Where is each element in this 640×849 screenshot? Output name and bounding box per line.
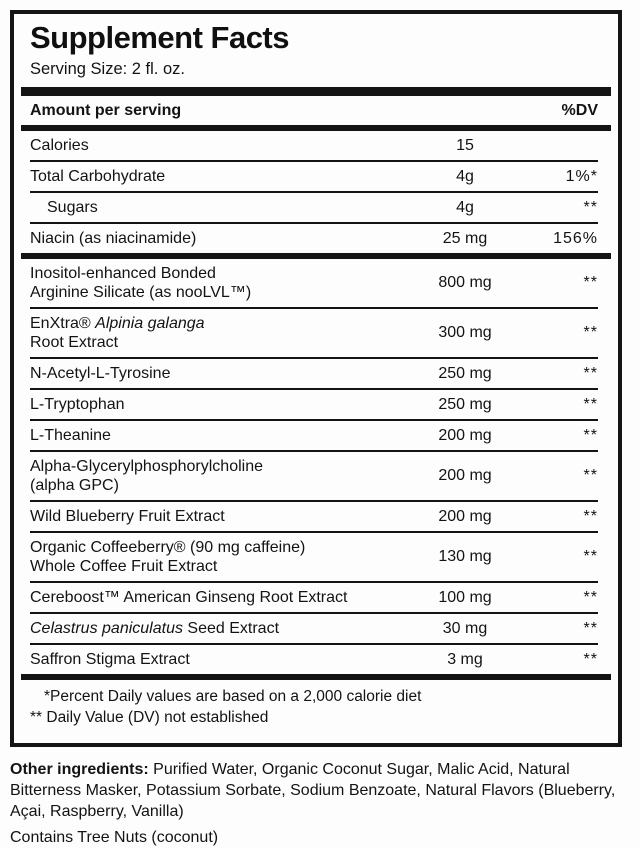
nutrient-row: Niacin (as niacinamide) 25 mg 156%: [30, 221, 598, 253]
contains-statement: Contains Tree Nuts (coconut): [10, 828, 219, 846]
divider-above-footnotes: [21, 673, 611, 680]
nutrient-row: Alpha-Glycerylphosphorylcholine (alpha GP…: [30, 449, 598, 500]
nutrient-dv: 156%: [553, 229, 598, 247]
nutrient-amount: 3 mg: [447, 650, 483, 668]
amount-per-serving-header: Amount per serving: [30, 101, 182, 119]
nutrient-amount: 30 mg: [442, 619, 488, 637]
nutrient-amount: 4g: [456, 198, 474, 216]
nutrient-dv: **: [583, 198, 598, 216]
nutrient-row: Cereboost™ American Ginseng Root Extract…: [30, 580, 598, 612]
nutrient-dv: **: [583, 548, 598, 566]
nutrient-rows-ingredients: Inositol-enhanced Bonded Arginine Silicat…: [30, 259, 598, 674]
footnotes: *Percent Daily values are based on a 2,0…: [30, 680, 598, 737]
other-ingredients: Other ingredients: Purified Water, Organ…: [10, 759, 634, 822]
nutrient-dv: **: [583, 588, 598, 606]
nutrient-amount: 25 mg: [442, 229, 488, 247]
dv-header: %DV: [561, 101, 598, 119]
nutrient-dv: **: [583, 619, 598, 637]
panel-title: Supplement Facts: [30, 20, 290, 55]
nutrient-name: L-Theanine: [30, 426, 111, 444]
nutrient-name: Celastrus paniculatus Seed Extract: [30, 619, 280, 637]
nutrient-amount: 200 mg: [438, 426, 492, 444]
footnote: ** Daily Value (DV) not established: [30, 708, 269, 726]
nutrient-name: Calories: [30, 136, 89, 154]
nutrient-name: Cereboost™ American Ginseng Root Extract: [30, 588, 348, 606]
footnote: *Percent Daily values are based on a 2,0…: [44, 687, 422, 705]
nutrient-amount: 200 mg: [438, 507, 492, 525]
nutrient-name: Organic Coffeeberry® (90 mg caffeine) Who…: [30, 538, 306, 575]
nutrient-amount: 200 mg: [438, 467, 492, 485]
nutrient-amount: 100 mg: [438, 588, 492, 606]
nutrient-name: EnXtra® Alpinia galanga Root Extract: [30, 314, 205, 351]
nutrient-row: L-Theanine 200 mg **: [30, 418, 598, 450]
nutrient-dv: **: [583, 426, 598, 444]
divider-thick-top: [21, 86, 611, 96]
nutrient-dv: 1%*: [565, 167, 598, 185]
nutrient-name: N-Acetyl-L-Tyrosine: [30, 364, 171, 382]
column-header-row: Amount per serving %DV: [30, 96, 598, 125]
nutrient-name: Inositol-enhanced Bonded Arginine Silicat…: [30, 264, 252, 301]
nutrient-dv: **: [583, 324, 598, 342]
nutrient-dv: **: [583, 274, 598, 292]
nutrient-row: Wild Blueberry Fruit Extract 200 mg **: [30, 499, 598, 531]
serving-size: Serving Size: 2 fl. oz.: [30, 59, 185, 78]
nutrient-name: L-Tryptophan: [30, 395, 125, 413]
nutrient-name: Alpha-Glycerylphosphorylcholine (alpha GP…: [30, 457, 264, 494]
nutrient-dv: **: [583, 395, 598, 413]
nutrient-row: Inositol-enhanced Bonded Arginine Silicat…: [30, 259, 598, 307]
nutrient-name: Niacin (as niacinamide): [30, 229, 197, 247]
nutrient-amount: 800 mg: [438, 274, 492, 292]
nutrient-name: Total Carbohydrate: [30, 167, 166, 185]
nutrient-row: Organic Coffeeberry® (90 mg caffeine) Who…: [30, 530, 598, 581]
other-ingredients-text: Purified Water, Organic Coconut Sugar, M…: [10, 760, 616, 820]
nutrient-amount: 15: [456, 136, 474, 154]
nutrient-amount: 130 mg: [438, 548, 492, 566]
nutrient-name: Saffron Stigma Extract: [30, 650, 190, 668]
nutrient-rows-basics: Calories 15 Total Carbohydrate 4g 1%* Sugars 4…: [30, 131, 598, 253]
nutrient-dv: **: [583, 467, 598, 485]
nutrient-row: N-Acetyl-L-Tyrosine 250 mg **: [30, 356, 598, 388]
nutrient-amount: 250 mg: [438, 364, 492, 382]
nutrient-dv: **: [583, 364, 598, 382]
nutrient-row: Sugars 4g **: [30, 190, 598, 222]
divider-below-header: [21, 124, 611, 131]
divider-mid: [21, 252, 611, 259]
nutrient-amount: 4g: [456, 167, 474, 185]
nutrient-row: L-Tryptophan 250 mg **: [30, 387, 598, 419]
nutrient-name: Sugars: [47, 198, 98, 216]
supplement-facts-panel: Supplement Facts Serving Size: 2 fl. oz.…: [10, 10, 622, 747]
nutrient-row: EnXtra® Alpinia galanga Root Extract 300 m…: [30, 306, 598, 357]
nutrient-name: Wild Blueberry Fruit Extract: [30, 507, 225, 525]
nutrient-row: Celastrus paniculatus Seed Extract 30 mg *…: [30, 611, 598, 643]
nutrient-row: Saffron Stigma Extract 3 mg **: [30, 642, 598, 674]
nutrient-row: Total Carbohydrate 4g 1%*: [30, 159, 598, 191]
nutrient-amount: 250 mg: [438, 395, 492, 413]
nutrient-row: Calories 15: [30, 131, 598, 160]
nutrient-dv: **: [583, 650, 598, 668]
other-ingredients-label: Other ingredients:: [10, 760, 149, 778]
nutrient-amount: 300 mg: [438, 324, 492, 342]
nutrient-dv: **: [583, 507, 598, 525]
